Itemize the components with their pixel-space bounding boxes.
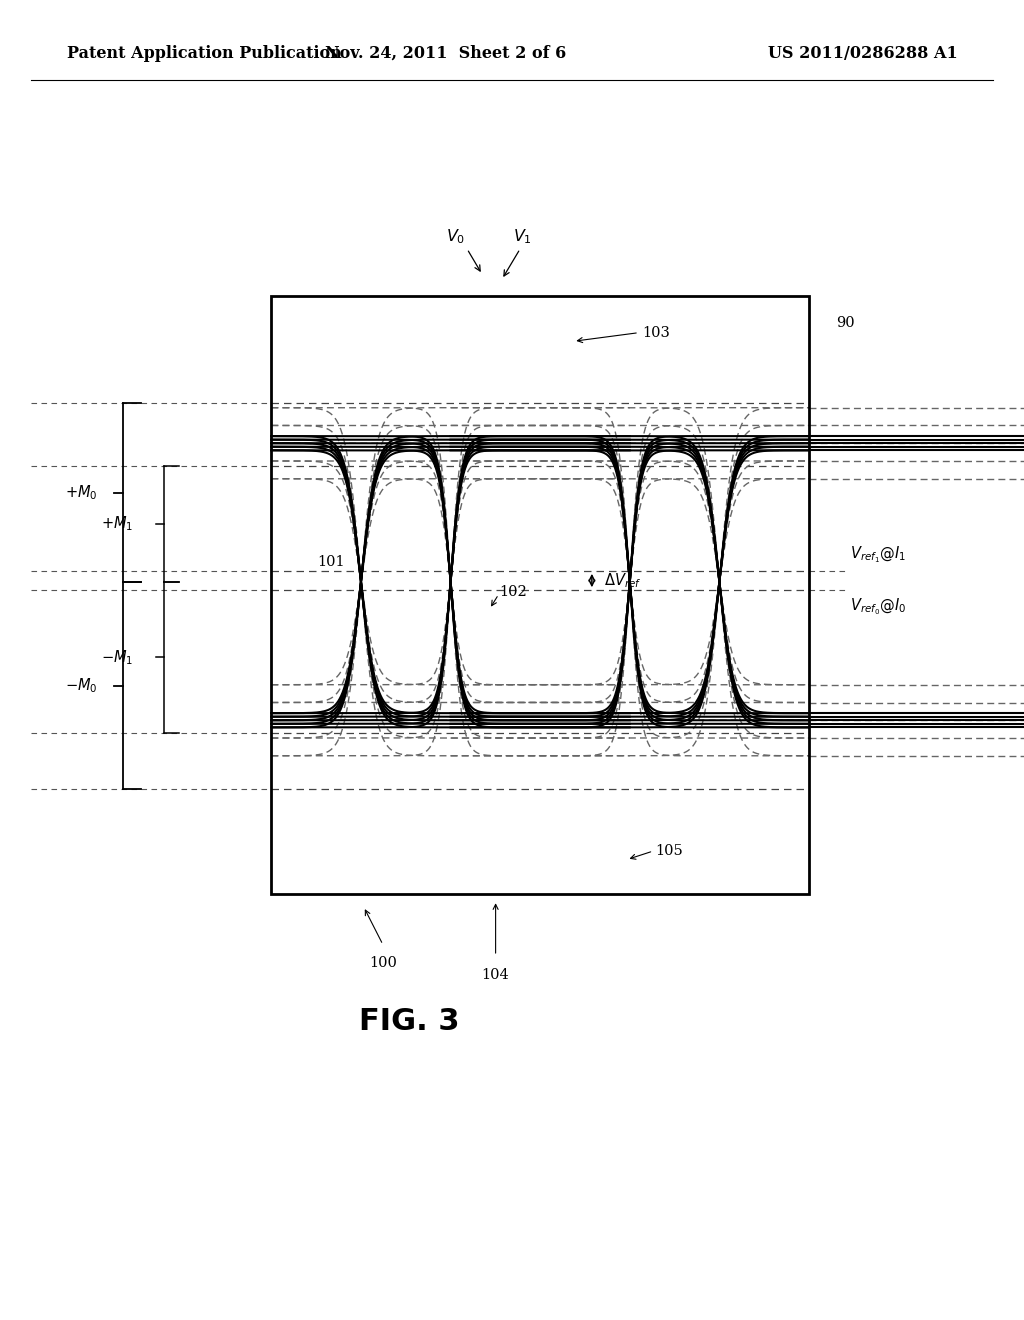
Text: $V_0$: $V_0$: [446, 227, 465, 247]
Text: 101: 101: [317, 556, 345, 569]
Text: Patent Application Publication: Patent Application Publication: [67, 45, 341, 62]
Text: Nov. 24, 2011  Sheet 2 of 6: Nov. 24, 2011 Sheet 2 of 6: [325, 45, 566, 62]
Text: 103: 103: [642, 326, 670, 339]
Text: $-M_1$: $-M_1$: [100, 648, 133, 667]
Text: 102: 102: [500, 585, 527, 599]
Text: US 2011/0286288 A1: US 2011/0286288 A1: [768, 45, 957, 62]
Text: 100: 100: [369, 956, 397, 970]
Text: 104: 104: [481, 969, 510, 982]
Text: $V_{ref_1}@I_1$: $V_{ref_1}@I_1$: [850, 544, 906, 565]
Text: 90: 90: [837, 315, 855, 330]
Text: $+M_0$: $+M_0$: [65, 483, 97, 502]
Bar: [271, 296, 809, 894]
Text: $V_{ref_0}@I_0$: $V_{ref_0}@I_0$: [850, 597, 906, 616]
Text: 105: 105: [655, 843, 683, 858]
Text: $-M_0$: $-M_0$: [65, 676, 97, 694]
Text: $V_1$: $V_1$: [513, 227, 531, 247]
Text: $+M_1$: $+M_1$: [100, 515, 133, 533]
Text: $\Delta V_{ref}$: $\Delta V_{ref}$: [604, 572, 642, 590]
Text: FIG. 3: FIG. 3: [359, 1007, 460, 1036]
